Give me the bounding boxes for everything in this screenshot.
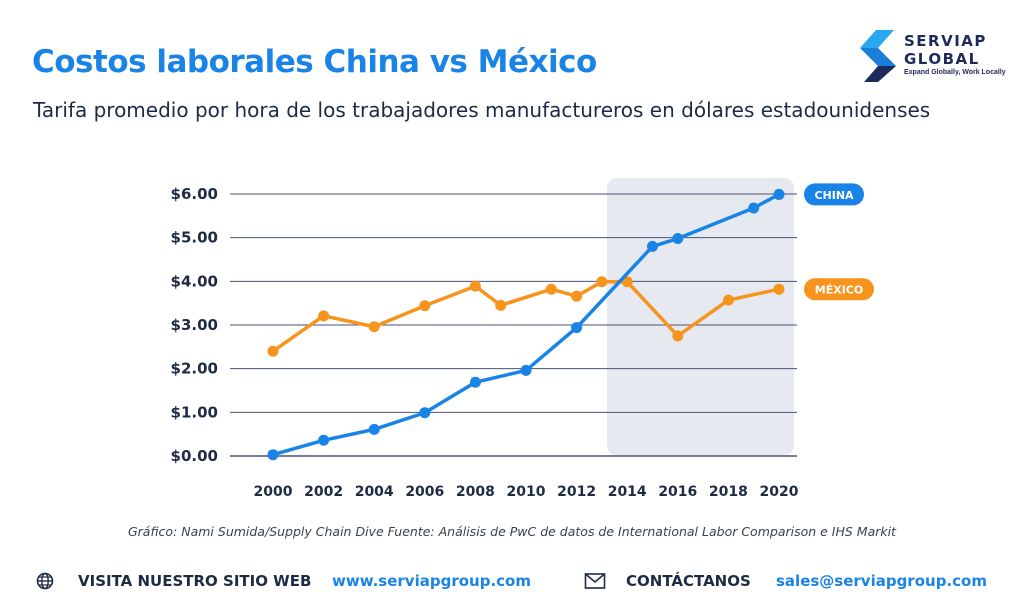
series-label-mexico: MÉXICO xyxy=(804,278,874,301)
x-tick-label: 2020 xyxy=(760,484,799,500)
x-tick-label: 2010 xyxy=(507,484,546,500)
footer: VISITA NUESTRO SITIO WEB www.serviapgrou… xyxy=(0,570,1024,594)
data-point-china xyxy=(469,376,481,388)
highlight-band xyxy=(606,178,795,455)
y-tick-label: $4.00 xyxy=(171,272,218,290)
y-tick-label: $5.00 xyxy=(171,229,218,247)
series-label-text: MÉXICO xyxy=(815,284,863,297)
data-point-mexico xyxy=(267,345,279,357)
serviap-logo-icon xyxy=(860,30,896,82)
data-point-mexico xyxy=(469,280,481,292)
x-tick-label: 2002 xyxy=(304,484,343,500)
x-tick-label: 2018 xyxy=(709,484,748,500)
data-point-china xyxy=(773,188,785,200)
y-tick-label: $3.00 xyxy=(171,316,218,334)
data-point-mexico xyxy=(495,299,507,311)
x-tick-label: 2012 xyxy=(557,484,596,500)
data-point-china xyxy=(318,434,330,446)
data-point-china xyxy=(520,364,532,376)
x-tick-label: 2016 xyxy=(658,484,697,500)
y-tick-label: $0.00 xyxy=(171,447,218,465)
data-point-china xyxy=(748,202,760,214)
data-point-china xyxy=(267,449,279,461)
data-point-mexico xyxy=(722,294,734,306)
x-tick-label: 2000 xyxy=(254,484,293,500)
x-tick-label: 2006 xyxy=(405,484,444,500)
chart-subtitle: Tarifa promedio por hora de los trabajad… xyxy=(33,98,931,122)
y-tick-label: $2.00 xyxy=(171,360,218,378)
series-label-text: CHINA xyxy=(814,189,854,202)
y-tick-label: $1.00 xyxy=(171,403,218,421)
contact-email-link[interactable]: sales@serviapgroup.com xyxy=(776,572,987,590)
logo-wordmark-line2: GLOBAL xyxy=(904,50,980,68)
data-point-mexico xyxy=(318,310,330,322)
x-tick-label: 2008 xyxy=(456,484,495,500)
x-tick-label: 2004 xyxy=(355,484,394,500)
data-point-mexico xyxy=(545,283,557,295)
globe-icon xyxy=(36,572,54,590)
y-tick-label: $6.00 xyxy=(171,185,218,203)
data-point-china xyxy=(419,407,431,419)
series-label-china: CHINA xyxy=(804,183,864,206)
envelope-icon xyxy=(584,573,606,589)
line-chart: $0.00 $1.00 $2.00 $3.00 $4.00 $5.00 $6.00 2000 2… xyxy=(171,178,874,500)
website-link[interactable]: www.serviapgroup.com xyxy=(332,572,531,590)
data-point-china xyxy=(368,423,380,435)
data-point-china xyxy=(672,233,684,245)
data-point-mexico xyxy=(571,290,583,302)
website-label: VISITA NUESTRO SITIO WEB xyxy=(78,572,312,590)
chart-source: Gráfico: Nami Sumida/Supply Chain Dive F… xyxy=(127,524,896,539)
logo-tagline: Expand Globally, Work Locally xyxy=(904,69,1006,76)
contact-label: CONTÁCTANOS xyxy=(626,572,751,590)
data-point-mexico xyxy=(773,283,785,295)
logo-wordmark-line1: SERVIAP xyxy=(904,32,987,50)
data-point-mexico xyxy=(672,330,684,342)
serviap-logo: SERVIAP GLOBAL Expand Globally, Work Loc… xyxy=(860,30,1006,85)
x-tick-label: 2014 xyxy=(608,484,647,500)
data-point-china xyxy=(571,322,583,334)
data-point-china xyxy=(647,240,658,252)
chart-title: Costos laborales China vs México xyxy=(32,44,597,80)
data-point-mexico xyxy=(596,276,608,288)
series-label-pill xyxy=(804,183,864,206)
series-label-pill xyxy=(804,278,874,301)
data-point-mexico xyxy=(368,321,380,333)
data-point-mexico xyxy=(621,276,633,288)
data-point-mexico xyxy=(419,300,431,312)
